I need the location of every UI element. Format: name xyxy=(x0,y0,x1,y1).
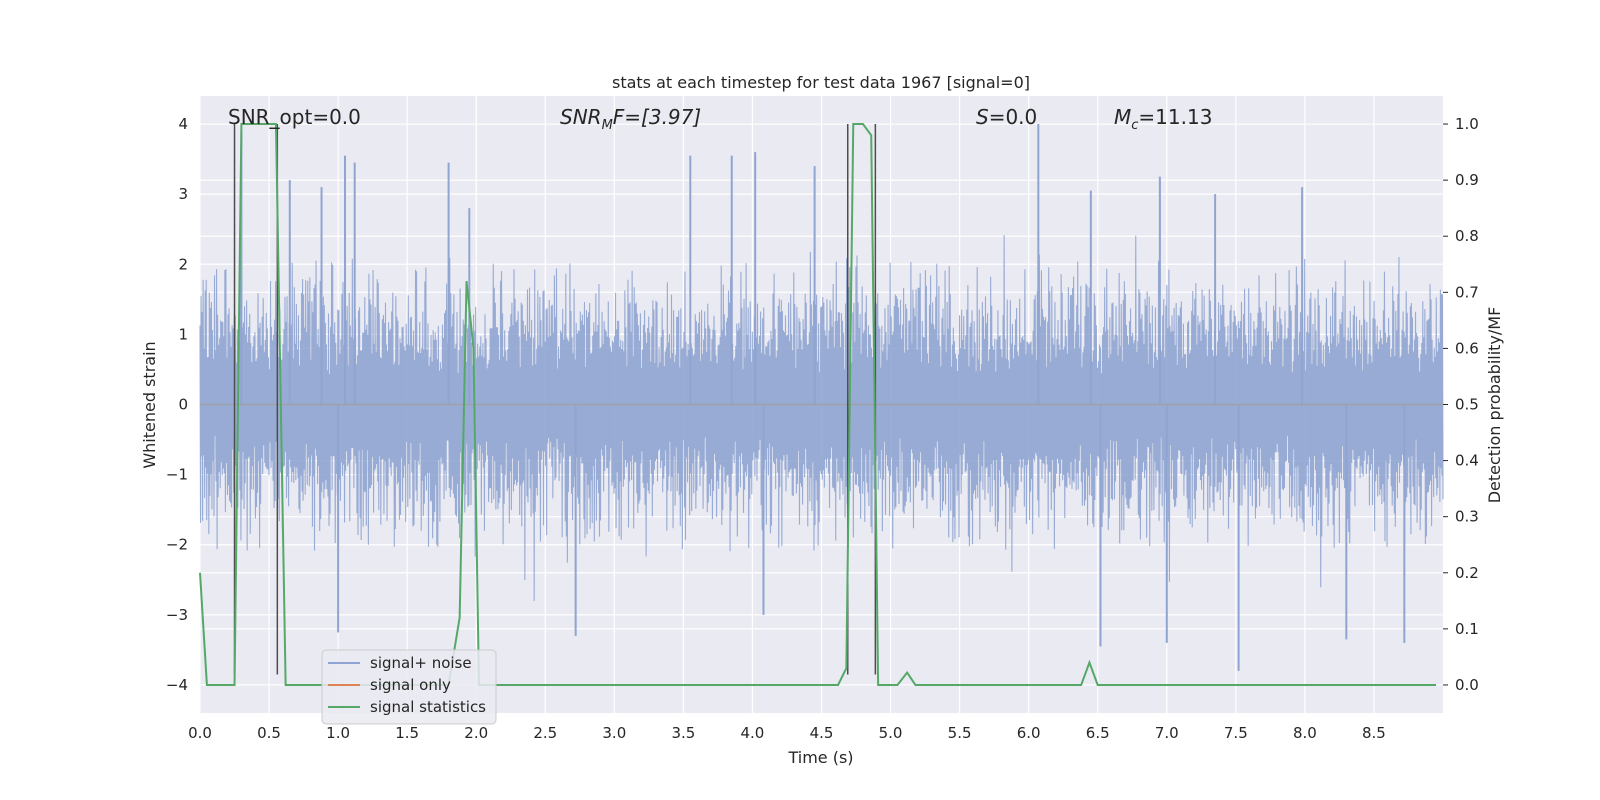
axis-ticks: 0.0 0.5 1.0 1.5 2.0 2.5 3.0 3.5 4.0 4.5 5.0 5.5 6.0 6… xyxy=(166,115,1479,742)
noise-trace xyxy=(199,235,1444,601)
x-tick-label: 4.0 xyxy=(741,724,765,742)
x-tick-label: 2.5 xyxy=(533,724,557,742)
x-tick-label: 1.0 xyxy=(326,724,350,742)
x-tick-label: 0.5 xyxy=(257,724,281,742)
y-tick-label-left: 0 xyxy=(178,396,188,414)
annotation-s: S=0.0 xyxy=(976,105,1037,129)
x-tick-label: 5.0 xyxy=(879,724,903,742)
annotation-s-rest: =0.0 xyxy=(989,105,1038,129)
annotation-snr-mf-rest: F=[3.97] xyxy=(613,105,701,129)
x-tick-label: 7.5 xyxy=(1224,724,1248,742)
x-tick-label: 8.5 xyxy=(1362,724,1386,742)
y-axis-label-right: Detection probability/MF xyxy=(1485,307,1504,504)
series-signal-statistics xyxy=(199,123,1437,686)
x-tick-label: 3.0 xyxy=(602,724,626,742)
y-tick-label-left: −1 xyxy=(166,466,188,484)
legend: signal+ noise signal only signal statist… xyxy=(321,649,497,725)
x-tick-label: 5.5 xyxy=(948,724,972,742)
y-tick-label-left: 3 xyxy=(178,185,188,203)
y-tick-label-right: 0.7 xyxy=(1455,283,1479,301)
x-tick-label: 4.5 xyxy=(810,724,834,742)
y-tick-label-right: 0.3 xyxy=(1455,508,1479,526)
x-tick-label: 0.0 xyxy=(188,724,212,742)
y-tick-label-left: −2 xyxy=(166,536,188,554)
y-tick-label-right: 0.9 xyxy=(1455,171,1479,189)
annotation-snr-mf-sub: M xyxy=(602,118,613,133)
x-tick-label: 3.5 xyxy=(671,724,695,742)
legend-box xyxy=(321,649,497,725)
x-tick-label: 8.0 xyxy=(1293,724,1317,742)
annotation-snr-mf: SNRMF=[3.97] xyxy=(560,105,701,133)
annotation-mc-sub: c xyxy=(1131,118,1138,133)
x-axis-label: Time (s) xyxy=(787,748,853,767)
x-tick-label: 6.0 xyxy=(1017,724,1041,742)
y-tick-label-left: −4 xyxy=(166,676,188,694)
x-tick-label: 2.0 xyxy=(464,724,488,742)
annotation-mc-rest: =11.13 xyxy=(1138,105,1212,129)
y-tick-label-left: 2 xyxy=(178,255,188,273)
signal-statistics-line xyxy=(199,123,1437,686)
x-tick-label: 7.0 xyxy=(1155,724,1179,742)
y-tick-label-right: 0.4 xyxy=(1455,452,1479,470)
y-tick-label-right: 0.8 xyxy=(1455,227,1479,245)
chart-title: stats at each timestep for test data 196… xyxy=(612,73,1030,92)
legend-label-signal-statistics: signal statistics xyxy=(370,698,486,716)
annotation-snr-mf-base: SNR xyxy=(560,105,602,129)
series-signal-noise xyxy=(199,124,1444,671)
legend-label-signal-only: signal only xyxy=(370,676,451,694)
y-tick-label-right: 0.5 xyxy=(1455,396,1479,414)
annotation-snr-opt: SNR_opt=0.0 xyxy=(228,105,361,129)
y-tick-label-right: 0.6 xyxy=(1455,339,1479,357)
y-tick-label-right: 0.2 xyxy=(1455,564,1479,582)
y-tick-label-left: 1 xyxy=(178,325,188,343)
annotation-s-var: S xyxy=(976,105,989,129)
x-tick-label: 1.5 xyxy=(395,724,419,742)
annotation-mc-base: M xyxy=(1114,105,1131,129)
annotation-mc: Mc=11.13 xyxy=(1114,105,1212,133)
y-tick-label-right: 0.1 xyxy=(1455,620,1479,638)
x-tick-label: 6.5 xyxy=(1086,724,1110,742)
y-tick-label-right: 1.0 xyxy=(1455,115,1479,133)
y-tick-label-left: 4 xyxy=(178,115,188,133)
legend-label-signal-noise: signal+ noise xyxy=(370,654,472,672)
y-axis-label-left: Whitened strain xyxy=(140,341,159,468)
y-tick-label-right: 0.0 xyxy=(1455,676,1479,694)
y-tick-label-left: −3 xyxy=(166,606,188,624)
